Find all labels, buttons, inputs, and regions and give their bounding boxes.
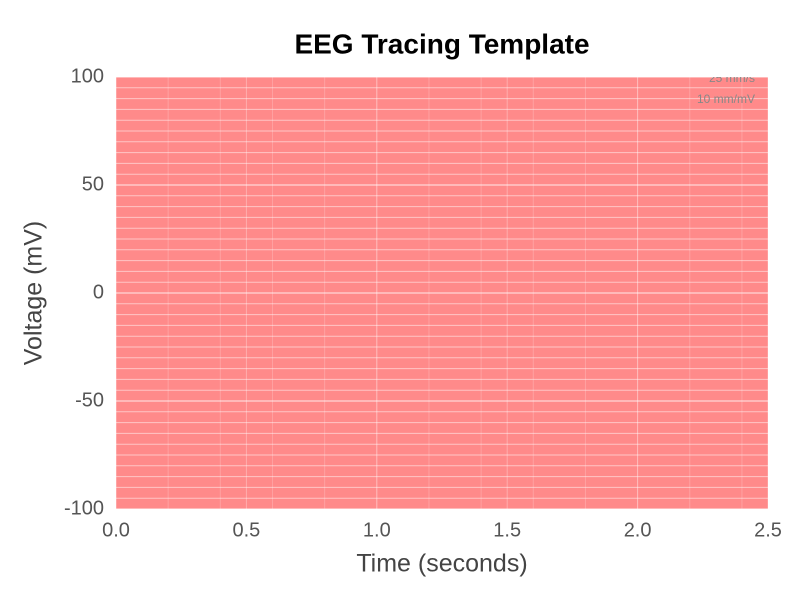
y-tick-label: -50 [75,389,104,411]
y-axis-label: Voltage (mV) [20,221,48,366]
x-tick-label: 1.0 [363,519,391,541]
y-tick-label: -100 [64,497,104,519]
x-tick-label: 1.5 [493,519,521,541]
annotation: 25 mm/s [709,71,755,85]
x-tick-label: 0.5 [232,519,260,541]
annotation: 10 mm/mV [697,92,755,106]
x-tick-label: 2.5 [754,519,782,541]
x-tick-label: 2.0 [624,519,652,541]
x-axis-label: Time (seconds) [356,550,527,578]
x-tick-label: 0.0 [102,519,130,541]
y-tick-label: 50 [82,173,104,195]
plot-area: 25 mm/s 10 mm/mV [116,71,768,509]
y-tick-label: 0 [93,281,104,303]
chart-title: EEG Tracing Template [294,28,589,59]
y-tick-label: 100 [71,65,104,87]
